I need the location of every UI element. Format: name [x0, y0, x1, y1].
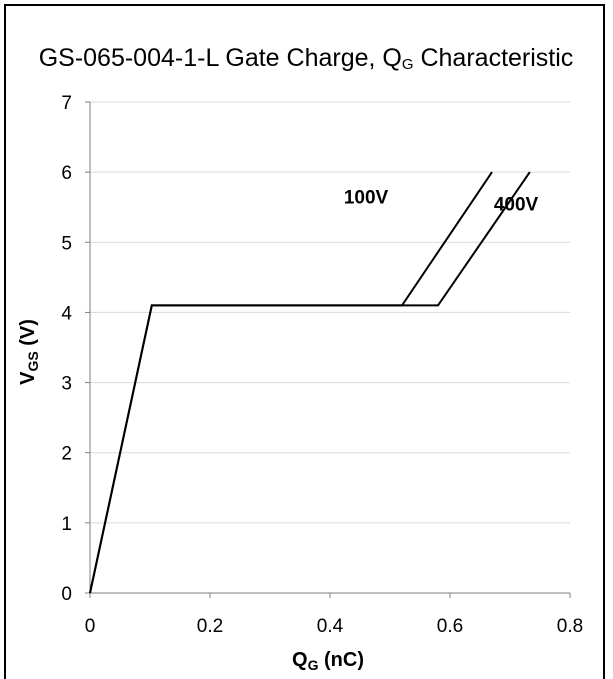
series-label-100V: 100V [344, 188, 389, 209]
x-axis-label-main: Q [292, 649, 308, 671]
y-tick-label-6: 6 [61, 163, 72, 184]
chart-title-sub: G [402, 56, 414, 73]
y-tick-label-4: 4 [61, 303, 72, 324]
series-lines [89, 171, 531, 594]
series-label-400V: 400V [494, 195, 539, 216]
axes [85, 101, 571, 598]
y-tick-label-5: 5 [61, 233, 72, 254]
y-tick-label-0: 0 [61, 584, 72, 605]
y-axis-label-sub: GS [25, 351, 41, 371]
x-tick-label-0: 0 [85, 616, 96, 637]
x-axis-label-sub: G [308, 657, 319, 673]
x-axis-label: QG (nC) [292, 649, 364, 673]
chart-title: GS-065-004-1-L Gate Charge, QG Character… [39, 44, 574, 73]
y-tick-label-7: 7 [61, 93, 72, 114]
series-labels: 100V 400V [344, 188, 539, 216]
x-tick-label-3: 0.6 [437, 616, 463, 637]
y-tick-label-3: 3 [61, 374, 72, 395]
y-axis-label: VGS (V) [17, 319, 41, 385]
x-tick-label-4: 0.8 [557, 616, 583, 637]
x-tick-label-2: 0.4 [317, 616, 344, 637]
y-tick-label-2: 2 [61, 444, 72, 465]
y-tick-label-1: 1 [61, 514, 72, 535]
y-tick-labels: 0 1 2 3 4 5 6 7 [61, 93, 72, 605]
x-tick-label-1: 0.2 [197, 616, 223, 637]
series-line-400V [89, 171, 531, 594]
chart-title-prefix: GS-065-004-1-L Gate Charge, Q [39, 44, 402, 72]
x-tick-labels: 0 0.2 0.4 0.6 0.8 [85, 616, 584, 637]
y-axis-label-main: V [17, 371, 39, 385]
chart-title-suffix: Characteristic [414, 44, 574, 72]
chart-frame [4, 4, 605, 679]
x-axis-label-rest: (nC) [318, 649, 364, 671]
y-axis-label-rest: (V) [17, 319, 39, 351]
grid-lines [90, 101, 570, 524]
